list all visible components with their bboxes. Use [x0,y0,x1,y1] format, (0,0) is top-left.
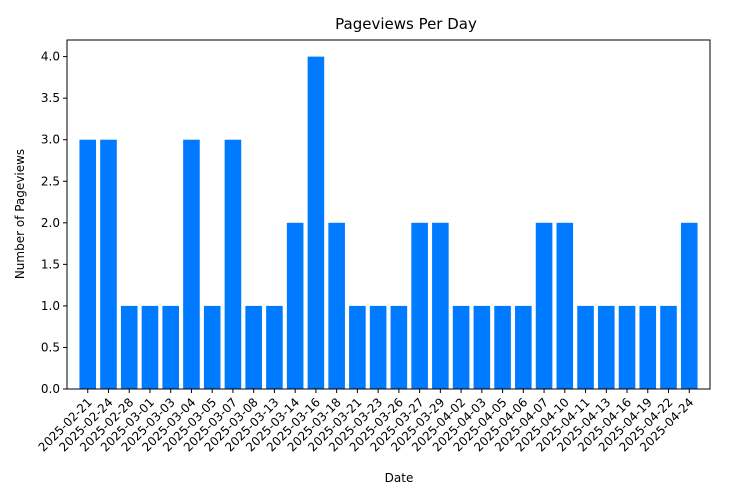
bar-2025-04-19 [639,305,657,389]
x-axis: 2025-02-212025-02-242025-02-282025-03-01… [36,389,696,454]
bar-2025-04-07 [535,222,553,389]
bar-2025-03-13 [266,305,283,389]
bar-2025-02-28 [120,305,138,389]
y-tick-label: 1.0 [41,299,60,313]
y-axis-label: Number of Pageviews [13,149,27,279]
y-tick-label: 3.0 [41,133,60,147]
bar-2025-04-10 [556,222,574,389]
bar-2025-03-23 [369,305,387,389]
bar-2025-04-24 [680,222,698,389]
y-tick-label: 0.5 [41,340,60,354]
x-axis-label: Date [385,471,414,485]
bar-2025-03-29 [432,222,449,389]
bar-2025-04-11 [577,305,594,389]
bar-2025-03-21 [349,305,366,389]
bar-2025-04-02 [452,305,470,389]
bar-2025-04-16 [618,305,636,389]
y-tick-label: 2.0 [41,216,60,230]
y-axis: 0.0 0.5 1.0 1.5 2.0 2.5 3.0 3.5 4.0 [41,50,67,396]
bar-2025-03-01 [141,305,159,389]
bar-2025-03-26 [390,305,408,389]
y-tick-label: 2.5 [41,174,60,188]
bar-2025-03-07 [224,139,242,389]
chart-title: Pageviews Per Day [335,15,477,33]
bar-2025-04-05 [494,305,511,389]
plot-frame [66,39,711,390]
bar-2025-04-22 [660,305,677,389]
bar-2025-04-13 [597,305,615,389]
bar-2025-03-18 [328,222,345,389]
bar-2025-03-05 [203,305,221,389]
bar-2025-02-21 [79,139,97,389]
bar-2025-04-06 [515,305,532,389]
plot-area [66,39,711,390]
y-tick-label: 4.0 [41,50,60,64]
bar-2025-03-03 [162,305,179,389]
bar-2025-03-16 [307,56,325,390]
bar-2025-03-08 [245,305,262,389]
bar-2025-04-03 [473,305,491,389]
bar-2025-03-14 [286,222,304,389]
y-tick-label: 0.0 [41,382,60,396]
bar-2025-02-24 [100,139,117,389]
y-tick-label: 1.5 [41,257,60,271]
bar-2025-03-04 [183,139,200,389]
y-tick-label: 3.5 [41,91,60,105]
bar-2025-03-27 [411,222,428,389]
